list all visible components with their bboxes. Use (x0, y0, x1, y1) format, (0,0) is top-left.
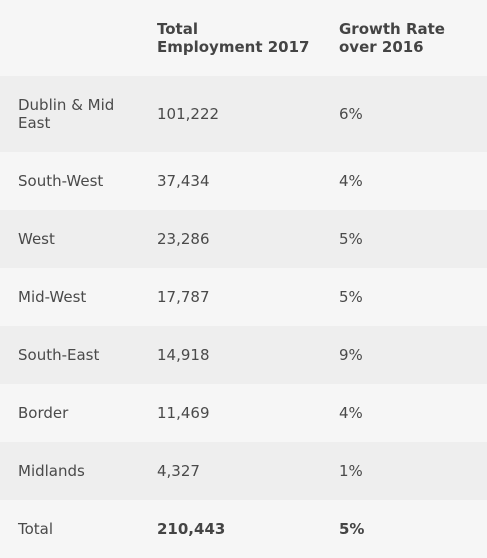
growth-cell: 1% (321, 442, 487, 500)
header-total-employment-line2: Employment 2017 (157, 38, 310, 56)
employment-cell: 101,222 (139, 76, 321, 152)
region-cell: Dublin & Mid East (0, 76, 139, 152)
header-growth-rate: Growth Rate over 2016 (321, 0, 487, 76)
header-total-employment-line1: Total (157, 20, 198, 38)
employment-cell: 14,918 (139, 326, 321, 384)
growth-cell: 4% (321, 152, 487, 210)
growth-cell: 4% (321, 384, 487, 442)
total-label: Total (0, 500, 139, 558)
employment-cell: 4,327 (139, 442, 321, 500)
growth-cell: 6% (321, 76, 487, 152)
region-cell: West (0, 210, 139, 268)
header-row: Total Employment 2017 Growth Rate over 2… (0, 0, 487, 76)
growth-cell: 9% (321, 326, 487, 384)
table-body: Dublin & Mid East 101,222 6% South-West … (0, 76, 487, 558)
table-row: Midlands 4,327 1% (0, 442, 487, 500)
region-cell: Border (0, 384, 139, 442)
table-row: Dublin & Mid East 101,222 6% (0, 76, 487, 152)
header-region (0, 0, 139, 76)
table-row: Border 11,469 4% (0, 384, 487, 442)
employment-cell: 23,286 (139, 210, 321, 268)
employment-cell: 17,787 (139, 268, 321, 326)
header-growth-rate-line2: over 2016 (339, 38, 424, 56)
total-growth: 5% (321, 500, 487, 558)
total-employment: 210,443 (139, 500, 321, 558)
employment-cell: 11,469 (139, 384, 321, 442)
region-cell: South-West (0, 152, 139, 210)
header-total-employment: Total Employment 2017 (139, 0, 321, 76)
table-row: Mid-West 17,787 5% (0, 268, 487, 326)
growth-cell: 5% (321, 268, 487, 326)
table-row: West 23,286 5% (0, 210, 487, 268)
header-growth-rate-line1: Growth Rate (339, 20, 445, 38)
growth-cell: 5% (321, 210, 487, 268)
table-row: South-East 14,918 9% (0, 326, 487, 384)
region-cell: South-East (0, 326, 139, 384)
region-cell: Mid-West (0, 268, 139, 326)
total-row: Total 210,443 5% (0, 500, 487, 558)
region-cell: Midlands (0, 442, 139, 500)
table-header: Total Employment 2017 Growth Rate over 2… (0, 0, 487, 76)
table-row: South-West 37,434 4% (0, 152, 487, 210)
employment-cell: 37,434 (139, 152, 321, 210)
